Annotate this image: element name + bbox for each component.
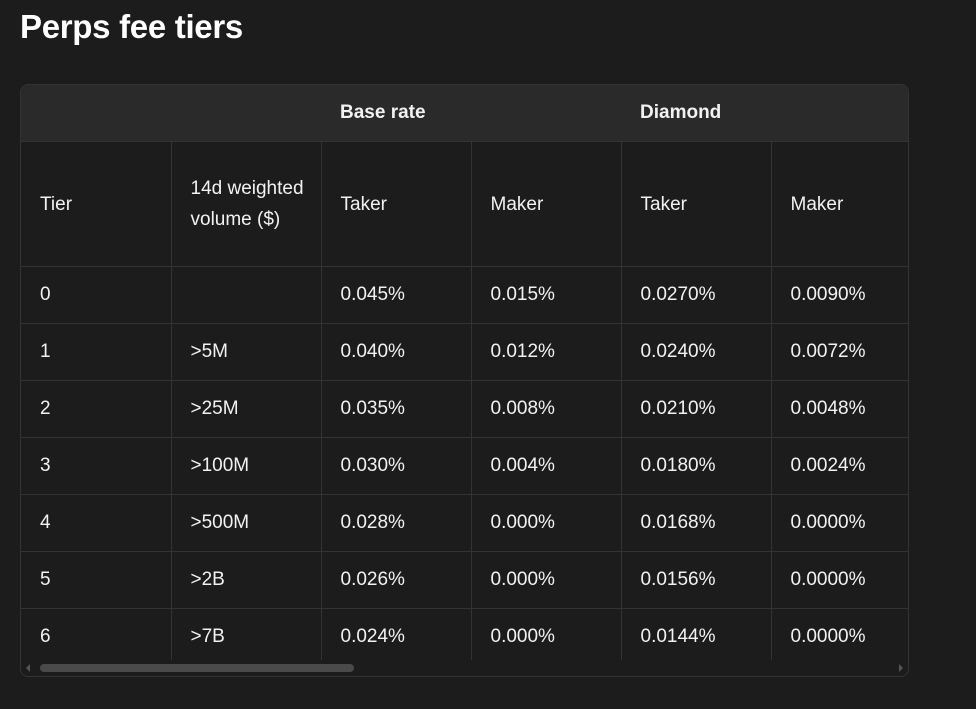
group-header-diamond: Diamond	[621, 85, 908, 142]
cell-base-taker: 0.028%	[320, 494, 471, 552]
cell-tier: 1	[21, 323, 171, 381]
horizontal-scrollbar[interactable]	[21, 660, 908, 676]
cell-diamond-maker: 0.0024%	[770, 437, 908, 495]
cell-volume: >100M	[170, 437, 321, 495]
column-header-row: Tier 14d weighted volume ($) Taker Maker…	[21, 141, 908, 267]
cell-diamond-taker: 0.0210%	[620, 380, 771, 438]
cell-base-taker: 0.035%	[320, 380, 471, 438]
cell-base-maker: 0.000%	[470, 494, 621, 552]
cell-base-maker: 0.015%	[470, 266, 621, 324]
column-header-base-maker: Maker	[470, 141, 621, 267]
cell-diamond-taker: 0.0156%	[620, 551, 771, 609]
scrollbar-thumb[interactable]	[40, 664, 354, 672]
cell-diamond-taker: 0.0144%	[620, 608, 771, 665]
cell-base-taker: 0.040%	[320, 323, 471, 381]
cell-tier: 5	[21, 551, 171, 609]
cell-base-maker: 0.000%	[470, 551, 621, 609]
cell-diamond-taker: 0.0270%	[620, 266, 771, 324]
table-row: 2 >25M 0.035% 0.008% 0.0210% 0.0048%	[21, 380, 908, 438]
cell-volume: >25M	[170, 380, 321, 438]
cell-tier: 2	[21, 380, 171, 438]
table-row: 0 0.045% 0.015% 0.0270% 0.0090%	[21, 266, 908, 324]
table-row: 1 >5M 0.040% 0.012% 0.0240% 0.0072%	[21, 323, 908, 381]
cell-base-taker: 0.045%	[320, 266, 471, 324]
group-header-row: Base rate Diamond	[21, 85, 908, 142]
column-header-tier: Tier	[21, 141, 171, 267]
table-row: 5 >2B 0.026% 0.000% 0.0156% 0.0000%	[21, 551, 908, 609]
column-header-volume: 14d weighted volume ($)	[170, 141, 321, 267]
cell-diamond-taker: 0.0180%	[620, 437, 771, 495]
cell-base-maker: 0.004%	[470, 437, 621, 495]
cell-base-maker: 0.008%	[470, 380, 621, 438]
table-row: 6 >7B 0.024% 0.000% 0.0144% 0.0000%	[21, 608, 908, 665]
cell-diamond-maker: 0.0000%	[770, 608, 908, 665]
cell-volume: >5M	[170, 323, 321, 381]
column-header-volume-text: 14d weighted volume ($)	[190, 178, 304, 230]
cell-tier: 3	[21, 437, 171, 495]
fee-tiers-table: Base rate Diamond Tier 14d weighted volu…	[21, 85, 908, 665]
group-header-empty	[171, 85, 321, 142]
cell-diamond-maker: 0.0000%	[770, 494, 908, 552]
scroll-left-arrow-icon[interactable]	[26, 664, 30, 672]
cell-tier: 6	[21, 608, 171, 665]
cell-diamond-maker: 0.0090%	[770, 266, 908, 324]
group-header-empty	[21, 85, 171, 142]
cell-base-taker: 0.030%	[320, 437, 471, 495]
fee-table-container: Base rate Diamond Tier 14d weighted volu…	[20, 84, 909, 677]
cell-diamond-taker: 0.0240%	[620, 323, 771, 381]
cell-base-maker: 0.012%	[470, 323, 621, 381]
cell-diamond-maker: 0.0048%	[770, 380, 908, 438]
column-header-base-taker: Taker	[320, 141, 471, 267]
cell-volume	[170, 266, 321, 324]
page-title: Perps fee tiers	[20, 8, 243, 45]
cell-base-taker: 0.024%	[320, 608, 471, 665]
cell-volume: >2B	[170, 551, 321, 609]
cell-volume: >500M	[170, 494, 321, 552]
column-header-diamond-taker: Taker	[620, 141, 771, 267]
cell-volume: >7B	[170, 608, 321, 665]
cell-diamond-taker: 0.0168%	[620, 494, 771, 552]
group-header-base-rate: Base rate	[321, 85, 621, 142]
cell-diamond-maker: 0.0000%	[770, 551, 908, 609]
cell-base-taker: 0.026%	[320, 551, 471, 609]
table-row: 3 >100M 0.030% 0.004% 0.0180% 0.0024%	[21, 437, 908, 495]
scroll-right-arrow-icon[interactable]	[899, 664, 903, 672]
cell-tier: 0	[21, 266, 171, 324]
cell-diamond-maker: 0.0072%	[770, 323, 908, 381]
column-header-diamond-maker: Maker	[770, 141, 908, 267]
cell-base-maker: 0.000%	[470, 608, 621, 665]
table-row: 4 >500M 0.028% 0.000% 0.0168% 0.0000%	[21, 494, 908, 552]
cell-tier: 4	[21, 494, 171, 552]
